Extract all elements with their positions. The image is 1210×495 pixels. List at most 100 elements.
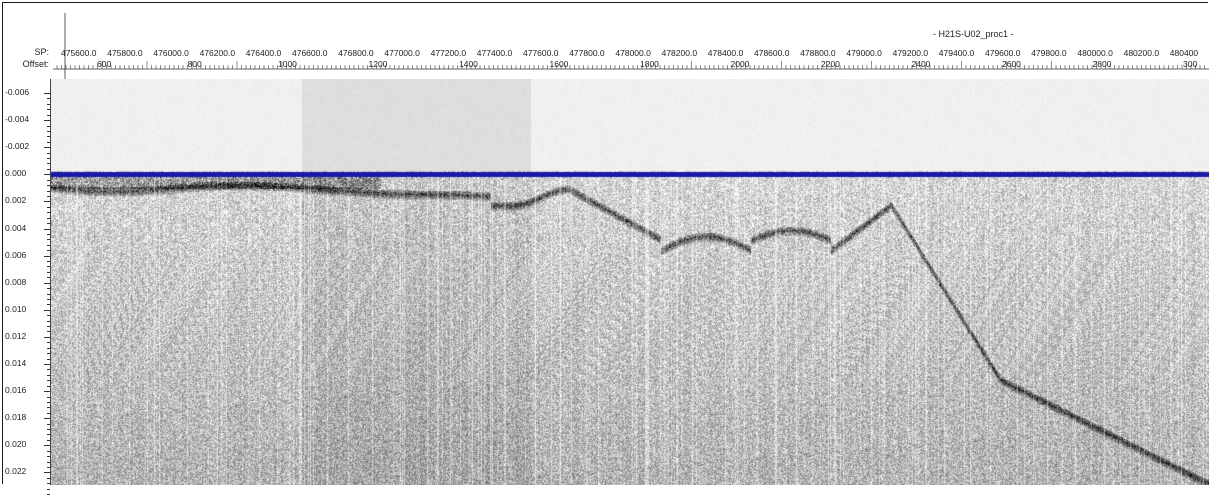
shot-point-label: 478000.0 xyxy=(615,48,651,58)
depth-axis-label: 0.010 xyxy=(5,303,27,314)
depth-axis-minor-tick xyxy=(47,293,50,295)
depth-axis-minor-tick xyxy=(47,331,50,333)
offset-label: 1800 xyxy=(640,59,659,69)
depth-axis-minor-tick xyxy=(47,429,50,431)
depth-axis-label: 0.004 xyxy=(5,222,27,233)
depth-axis-label: 0.022 xyxy=(5,466,27,477)
depth-axis-tick xyxy=(44,472,50,474)
depth-axis-label: 0.008 xyxy=(5,276,27,287)
offset-label: 2400 xyxy=(911,59,931,69)
depth-axis-minor-tick xyxy=(47,347,50,349)
depth-axis-label: 0.006 xyxy=(5,249,27,260)
shot-point-label: 477200.0 xyxy=(430,48,467,58)
depth-axis-label: 0.002 xyxy=(5,195,27,206)
ruler-header: SP: Offset: - H21S-U02_proc1 - 475600.0 4… xyxy=(3,3,1209,79)
depth-axis-minor-tick xyxy=(47,450,50,452)
depth-axis-tick xyxy=(44,255,50,257)
offset-label: 1000 xyxy=(278,59,297,69)
offset-label: 2000 xyxy=(730,59,750,69)
offset-label: 2200 xyxy=(821,59,840,69)
shot-point-label: 476600.0 xyxy=(292,48,328,58)
depth-axis-minor-tick xyxy=(47,288,50,290)
depth-axis-minor-tick xyxy=(47,141,50,143)
depth-axis-tick xyxy=(44,309,50,311)
depth-axis-minor-tick xyxy=(47,483,50,485)
depth-axis-minor-tick xyxy=(47,136,50,138)
depth-axis-minor-tick xyxy=(47,185,50,187)
shot-point-label: 476200.0 xyxy=(199,48,236,58)
depth-axis-minor-tick xyxy=(47,168,50,170)
depth-axis-minor-tick xyxy=(47,407,50,409)
depth-axis-minor-tick xyxy=(47,439,50,441)
shot-point-label: 476400.0 xyxy=(245,48,282,58)
depth-axis-minor-tick xyxy=(47,277,50,279)
depth-axis-minor-tick xyxy=(47,239,50,241)
depth-axis-tick xyxy=(44,282,50,284)
depth-axis-minor-tick xyxy=(47,320,50,322)
ruler-ticks xyxy=(53,13,1209,79)
depth-axis-minor-tick xyxy=(47,163,50,165)
depth-axis-label: -0.002 xyxy=(5,141,30,152)
depth-axis-minor-tick xyxy=(47,250,50,252)
offset-label: 1200 xyxy=(368,59,388,69)
depth-axis-tick xyxy=(44,120,50,122)
shot-point-label: 478200.0 xyxy=(661,48,698,58)
depth-axis-minor-tick xyxy=(47,434,50,436)
depth-axis-label: 0.014 xyxy=(5,358,27,368)
depth-axis-minor-tick xyxy=(47,353,50,355)
depth-axis-minor-tick xyxy=(47,244,50,246)
shot-point-label: 478800.0 xyxy=(800,48,836,58)
depth-axis-minor-tick xyxy=(47,152,50,154)
shot-point-label: 480000.0 xyxy=(1077,48,1113,58)
depth-axis-minor-tick xyxy=(47,396,50,398)
depth-axis-minor-tick xyxy=(47,369,50,371)
horizontal-ruler[interactable]: - H21S-U02_proc1 - 475600.0 475800.0 47600… xyxy=(53,3,1209,79)
depth-axis-tick xyxy=(44,147,50,149)
depth-axis-minor-tick xyxy=(47,190,50,192)
shot-point-label: 477000.0 xyxy=(384,48,420,58)
depth-axis-minor-tick xyxy=(47,412,50,414)
depth-axis-minor-tick xyxy=(47,342,50,344)
shot-point-label: 475600.0 xyxy=(61,48,97,58)
depth-axis-minor-tick xyxy=(47,195,50,197)
offset-label: 1600 xyxy=(549,59,569,69)
shot-point-label: 477800.0 xyxy=(569,48,605,58)
shot-point-label: 479400.0 xyxy=(938,48,975,58)
depth-axis-minor-tick xyxy=(47,158,50,160)
depth-axis-label: 0.020 xyxy=(5,439,27,450)
depth-axis-minor-tick xyxy=(47,477,50,479)
depth-axis-minor-tick xyxy=(47,488,50,490)
depth-axis-minor-tick xyxy=(47,466,50,468)
depth-axis-minor-tick xyxy=(47,233,50,235)
offset-row-label: Offset: xyxy=(22,59,49,69)
depth-axis-minor-tick xyxy=(47,374,50,376)
depth-axis-tick xyxy=(44,201,50,203)
shot-point-label: 479800.0 xyxy=(1031,48,1067,58)
shot-point-label: 475800.0 xyxy=(107,48,143,58)
shot-point-label: 479600.0 xyxy=(985,48,1021,58)
depth-axis-label: -0.006 xyxy=(5,87,30,97)
depth-axis-minor-tick xyxy=(47,261,50,263)
depth-axis-minor-tick xyxy=(47,315,50,317)
shot-point-label: 478400.0 xyxy=(707,48,744,58)
depth-axis-tick xyxy=(44,445,50,447)
depth-axis-minor-tick xyxy=(47,358,50,360)
depth-axis-label: 0.016 xyxy=(5,385,27,396)
shot-point-label: 476800.0 xyxy=(338,48,374,58)
shot-point-label: 477600.0 xyxy=(523,48,559,58)
offset-label: 2800 xyxy=(1092,59,1112,69)
offset-label: 2600 xyxy=(1002,59,1021,69)
depth-axis-minor-tick xyxy=(47,103,50,105)
depth-axis-tick xyxy=(44,391,50,393)
depth-axis-label: 0.012 xyxy=(5,330,27,341)
offset-label: 600 xyxy=(97,59,112,69)
seismic-section-view[interactable] xyxy=(51,79,1209,485)
depth-axis-minor-tick xyxy=(47,326,50,328)
depth-axis-minor-tick xyxy=(47,212,50,214)
depth-axis-minor-tick xyxy=(47,217,50,219)
depth-axis-minor-tick xyxy=(47,461,50,463)
shot-point-label: 476000.0 xyxy=(153,48,189,58)
depth-axis-minor-tick xyxy=(47,304,50,306)
